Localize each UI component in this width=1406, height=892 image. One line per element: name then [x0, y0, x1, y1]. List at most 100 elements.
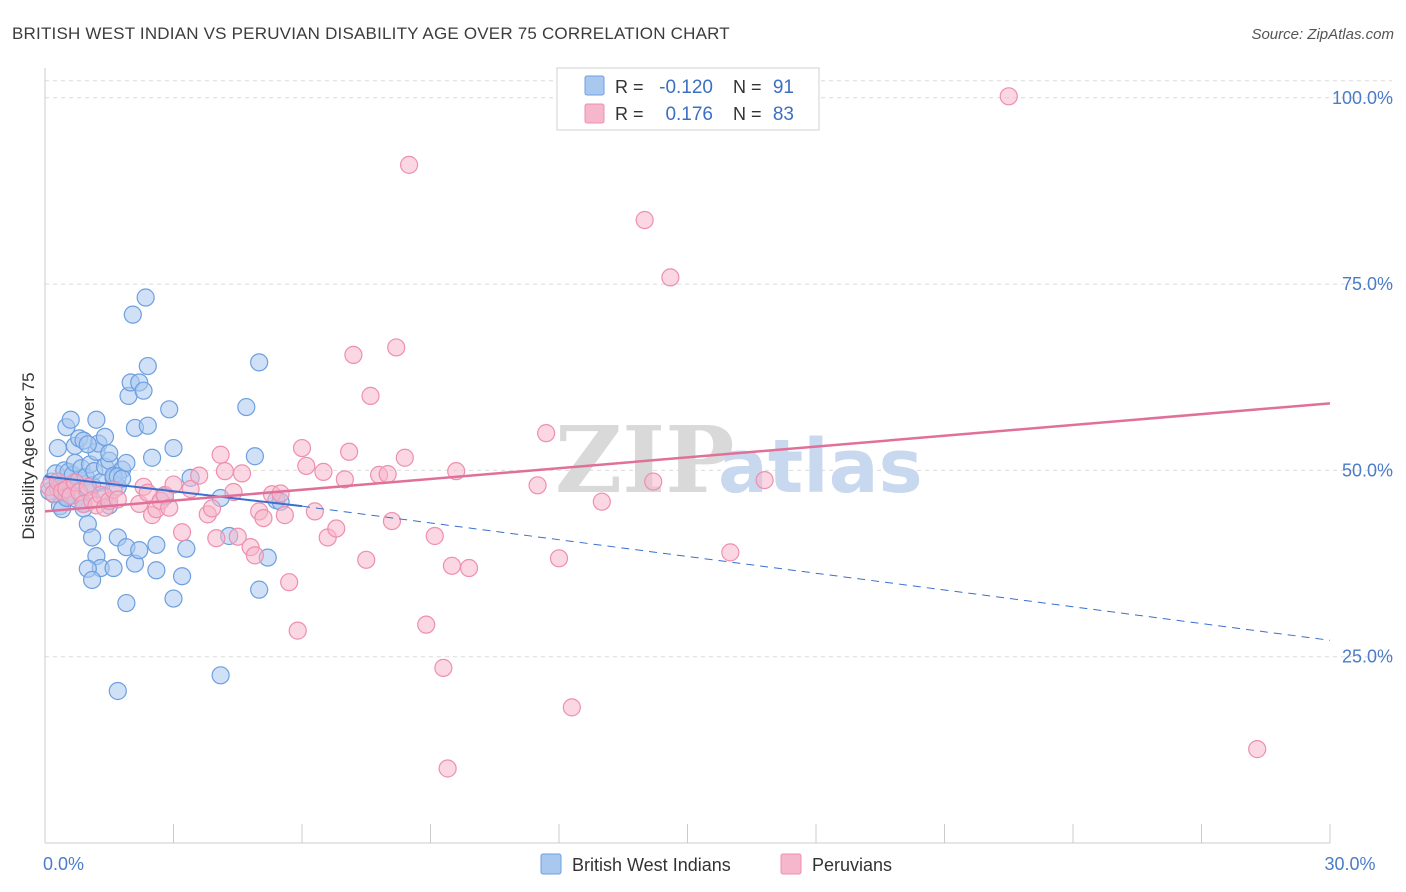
point-british-west-indian: [211, 666, 230, 685]
point-peruvian: [172, 523, 192, 542]
point-british-west-indian: [138, 416, 157, 435]
point-peruvian: [292, 438, 312, 458]
legend-bottom-swatch-blue: [540, 853, 562, 875]
point-peruvian: [417, 615, 436, 634]
point-peruvian: [562, 698, 581, 717]
point-british-west-indian: [87, 410, 106, 429]
point-british-west-indian: [48, 438, 67, 458]
point-british-west-indian: [177, 539, 196, 558]
point-peruvian: [245, 546, 264, 565]
point-peruvian: [382, 511, 402, 531]
point-peruvian: [207, 529, 226, 548]
legend-n-value-blue: 91: [773, 77, 794, 98]
legend-r-value-blue: -0.120: [659, 77, 713, 98]
point-british-west-indian: [78, 435, 97, 454]
legend-bottom-swatch-pink: [780, 853, 802, 875]
point-british-west-indian: [104, 558, 123, 578]
point-british-west-indian: [147, 535, 166, 555]
y-tick-label: 100.0%: [1332, 88, 1393, 108]
point-british-west-indian: [100, 444, 119, 463]
point-peruvian: [228, 527, 247, 546]
point-british-west-indian: [83, 570, 102, 590]
point-peruvian: [164, 475, 183, 494]
point-british-west-indian: [142, 448, 162, 467]
chart-source: Source: ZipAtlas.com: [1251, 26, 1394, 43]
point-british-west-indian: [130, 541, 149, 560]
x-tick-label: 30.0%: [1324, 854, 1375, 874]
point-peruvian: [592, 492, 611, 511]
point-peruvian: [211, 445, 230, 464]
point-peruvian: [340, 442, 359, 461]
point-peruvian: [721, 543, 740, 562]
point-peruvian: [271, 484, 290, 503]
point-peruvian: [327, 519, 346, 538]
point-peruvian: [297, 456, 316, 476]
point-british-west-indian: [95, 427, 115, 446]
point-peruvian: [314, 462, 333, 481]
point-british-west-indian: [164, 438, 183, 458]
point-peruvian: [438, 759, 457, 778]
point-peruvian: [305, 502, 324, 521]
point-british-west-indian: [117, 453, 136, 473]
point-peruvian: [1248, 740, 1267, 759]
point-peruvian: [361, 386, 380, 405]
point-british-west-indian: [245, 447, 264, 466]
point-peruvian: [755, 470, 774, 490]
trend-line-peruvians: [44, 402, 1331, 513]
point-peruvian: [254, 508, 273, 528]
point-peruvian: [378, 465, 397, 484]
legend-swatch-blue: [584, 75, 605, 96]
legend-n-label-pink: N =: [733, 104, 762, 124]
point-peruvian: [160, 498, 179, 517]
point-peruvian: [459, 558, 479, 578]
y-axis-label: Disability Age Over 75: [19, 372, 38, 539]
grid-lines: [45, 80, 1392, 658]
point-peruvian: [644, 472, 663, 491]
legend-n-label-blue: N =: [733, 77, 762, 97]
point-peruvian: [549, 549, 569, 568]
point-peruvian: [202, 499, 222, 518]
legend-top: R = -0.120 N = 91 R = 0.176 N = 83: [556, 67, 820, 131]
point-british-west-indian: [108, 681, 127, 701]
chart-title: BRITISH WEST INDIAN VS PERUVIAN DISABILI…: [12, 24, 730, 43]
legend-swatch-pink: [584, 103, 605, 124]
y-tick-labels: 25.0% 50.0% 75.0% 100.0%: [1332, 88, 1393, 667]
point-peruvian: [288, 621, 307, 640]
point-british-west-indian: [160, 400, 179, 419]
legend-r-label-pink: R =: [615, 104, 644, 124]
point-peruvian: [344, 345, 363, 364]
legend-bottom-label-pink: Peruvians: [812, 855, 892, 875]
trend-lines: [44, 402, 1331, 641]
point-peruvian: [999, 87, 1018, 106]
point-british-west-indian: [250, 580, 269, 599]
legend-r-label-blue: R =: [615, 77, 644, 97]
legend-bottom: British West Indians Peruvians: [540, 853, 892, 875]
point-british-west-indian: [172, 567, 192, 586]
point-peruvian: [357, 550, 376, 569]
trend-line-british-west-indians: [44, 475, 303, 508]
legend-bottom-label-blue: British West Indians: [572, 855, 731, 875]
point-peruvian: [399, 155, 419, 174]
y-tick-label: 25.0%: [1342, 647, 1393, 667]
point-peruvian: [425, 526, 444, 546]
point-peruvian: [335, 470, 354, 489]
point-peruvian: [395, 448, 414, 467]
x-tick-labels: 0.0% 30.0%: [43, 854, 1376, 874]
legend-n-value-pink: 83: [773, 104, 794, 125]
point-peruvian: [442, 556, 462, 575]
point-british-west-indian: [138, 356, 157, 376]
point-british-west-indian: [83, 528, 102, 547]
legend-r-value-pink: 0.176: [665, 104, 713, 125]
point-peruvian: [635, 210, 654, 230]
point-peruvian: [232, 464, 252, 483]
x-tick-label: 0.0%: [43, 854, 84, 874]
point-british-west-indian: [147, 561, 166, 580]
trend-line-british-west-indians-extrapolated: [301, 505, 1331, 641]
point-british-west-indian: [250, 353, 269, 372]
watermark-atlas: atlas: [718, 424, 923, 510]
axes: [44, 68, 1331, 844]
point-peruvian: [275, 506, 294, 525]
y-tick-label: 75.0%: [1342, 274, 1393, 294]
point-british-west-indian: [61, 410, 80, 429]
